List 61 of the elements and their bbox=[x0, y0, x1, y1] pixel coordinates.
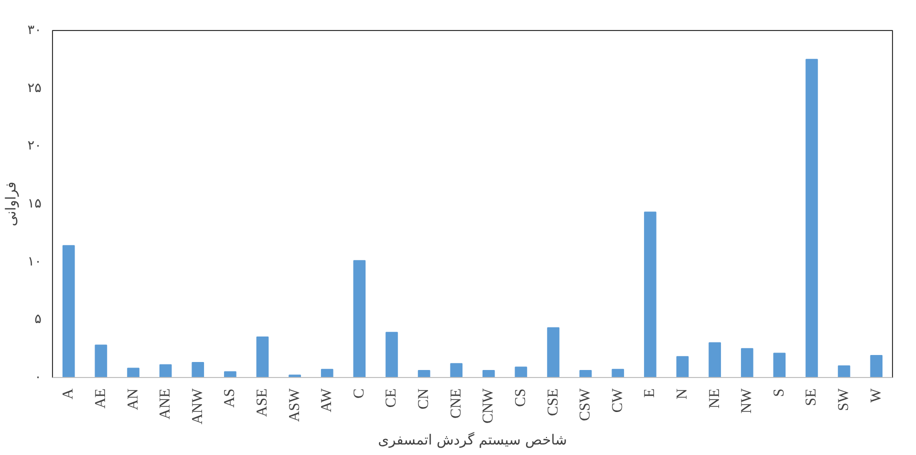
y-tick-label: ۵ bbox=[34, 312, 42, 328]
x-tick-label: CNW bbox=[480, 388, 497, 424]
x-tick-label: NW bbox=[739, 388, 756, 414]
x-tick-label: NE bbox=[706, 388, 723, 408]
bar bbox=[644, 212, 656, 378]
bar bbox=[708, 342, 721, 378]
x-tick-label: ANE bbox=[158, 388, 174, 420]
x-tick-label: ANW bbox=[190, 388, 206, 424]
bar bbox=[740, 348, 754, 378]
y-axis-title: فراوانی bbox=[4, 182, 20, 226]
bar bbox=[386, 332, 398, 378]
x-tick-label: CSW bbox=[578, 388, 594, 422]
bar bbox=[870, 355, 882, 378]
bar bbox=[612, 368, 624, 378]
bar bbox=[547, 327, 560, 378]
bar bbox=[579, 370, 592, 378]
x-tick-label: CS bbox=[512, 388, 529, 407]
bar bbox=[127, 368, 140, 378]
bar bbox=[482, 370, 495, 378]
x-tick-label: SE bbox=[804, 388, 820, 406]
x-axis-title: شاخص سیستم گردش اتمسفری bbox=[378, 431, 568, 448]
x-tick-label: CNE bbox=[448, 388, 464, 418]
y-tick-label: ۳۰ bbox=[28, 23, 42, 38]
x-tick-label: A bbox=[60, 388, 77, 400]
y-tick-label: ۲۰ bbox=[28, 138, 42, 154]
bar bbox=[418, 370, 430, 378]
bar bbox=[806, 58, 818, 378]
y-tick-label: ۱۵ bbox=[28, 196, 42, 212]
bar bbox=[838, 365, 850, 378]
x-tick-label: CN bbox=[416, 388, 432, 410]
x-tick-label: C bbox=[351, 388, 368, 399]
x-tick-label: SW bbox=[836, 388, 852, 411]
bar bbox=[192, 362, 204, 378]
x-tick-label: CW bbox=[610, 388, 626, 413]
bar bbox=[256, 336, 269, 378]
bar bbox=[320, 368, 334, 378]
x-tick-label: CSE bbox=[545, 388, 562, 416]
x-tick-label: ASE bbox=[254, 388, 270, 417]
x-tick-label: S bbox=[771, 388, 788, 397]
x-tick-label: CE bbox=[384, 388, 400, 408]
bar bbox=[288, 374, 301, 378]
bar bbox=[159, 364, 172, 378]
y-tick-label: ۰ bbox=[34, 370, 42, 385]
bar bbox=[353, 260, 366, 378]
x-tick-label: AW bbox=[319, 388, 336, 412]
x-tick-label: AS bbox=[222, 388, 238, 408]
bar bbox=[224, 371, 236, 378]
bar bbox=[773, 352, 786, 378]
y-tick-label: ۱۰ bbox=[28, 254, 42, 270]
y-tick-label: ۲۵ bbox=[28, 80, 42, 96]
bar bbox=[94, 344, 108, 378]
x-tick-label: AN bbox=[125, 388, 142, 410]
bar bbox=[676, 356, 689, 378]
x-tick-label: AE bbox=[92, 388, 109, 408]
x-tick-label: N bbox=[674, 388, 690, 400]
x-tick-label: E bbox=[642, 388, 658, 398]
x-tick-label: ASW bbox=[286, 388, 303, 422]
bar bbox=[514, 366, 528, 378]
bar bbox=[450, 363, 462, 378]
bar bbox=[62, 245, 75, 378]
x-tick-label: W bbox=[868, 388, 884, 403]
